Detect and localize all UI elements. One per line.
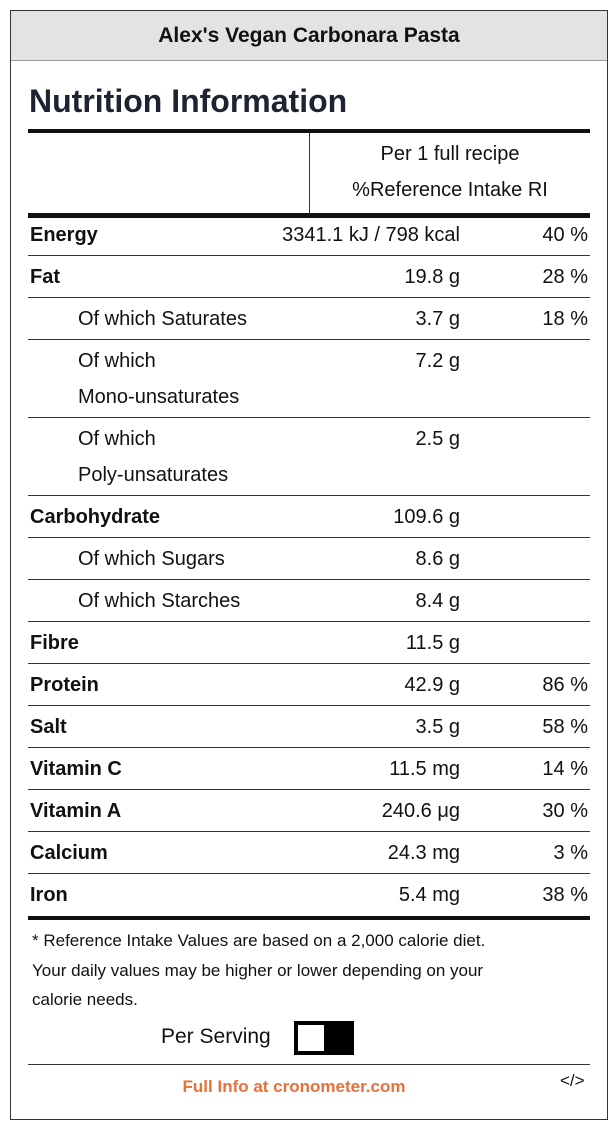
amount: 109.6 g xyxy=(393,506,460,528)
percent-ri: 18 % xyxy=(542,308,588,330)
nutrient-name: Fat xyxy=(30,266,60,288)
nutrient-row: Energy 3341.1 kJ / 798 kcal 40 % xyxy=(28,214,590,256)
divider xyxy=(309,133,310,213)
nutrient-name: Of which Sugars xyxy=(78,548,225,570)
nutrient-name: Of which xyxy=(78,428,156,450)
nutrient-row: Vitamin C 11.5 mg 14 % xyxy=(28,748,590,790)
toggle-switch[interactable] xyxy=(294,1021,354,1055)
nutrient-name: Of which xyxy=(78,350,156,372)
nutrient-name: Carbohydrate xyxy=(30,506,161,528)
nutrient-row: Protein 42.9 g 86 % xyxy=(28,664,590,706)
nutrient-name: Vitamin C xyxy=(30,758,122,780)
footnote-line: Your daily values may be higher or lower… xyxy=(32,960,484,980)
recipe-title: Alex's Vegan Carbonara Pasta xyxy=(11,11,607,61)
nutrient-row: Of which Mono-unsaturates 7.2 g xyxy=(28,340,590,418)
nutrient-name: Of which Starches xyxy=(78,590,241,612)
footnote: * Reference Intake Values are based on a… xyxy=(32,926,485,1015)
percent-ri: 28 % xyxy=(542,266,588,288)
amount: 7.2 g xyxy=(415,350,460,372)
toggle-label: Per Serving xyxy=(161,1025,271,1048)
nutrient-row: Of which Sugars 8.6 g xyxy=(28,538,590,580)
nutrient-table: Energy 3341.1 kJ / 798 kcal 40 % Fat 19.8 g 2… xyxy=(28,214,590,920)
amount: 24.3 mg xyxy=(387,842,460,864)
nutrient-row: Calcium 24.3 mg 3 % xyxy=(28,832,590,874)
cronometer-link[interactable]: Full Info at cronometer.com xyxy=(182,1077,406,1096)
nutrient-name: Salt xyxy=(30,716,67,738)
amount: 3.5 g xyxy=(415,716,460,738)
nutrient-name: Calcium xyxy=(30,842,108,864)
nutrient-name: Mono-unsaturates xyxy=(78,386,240,408)
nutrient-row: Iron 5.4 mg 38 % xyxy=(28,874,590,916)
amount: 240.6 μg xyxy=(381,800,460,822)
nutrient-row: Of which Starches 8.4 g xyxy=(28,580,590,622)
percent-ri: 40 % xyxy=(542,224,588,246)
amount: 42.9 g xyxy=(404,674,460,696)
label-box: Alex's Vegan Carbonara Pasta Nutrition I… xyxy=(10,10,608,1120)
nutrient-name: Vitamin A xyxy=(30,800,122,822)
amount: 5.4 mg xyxy=(398,884,460,906)
nutrient-row: Of which Saturates 3.7 g 18 % xyxy=(28,298,590,340)
nutrient-name: Protein xyxy=(30,674,99,696)
nutrient-name: Of which Saturates xyxy=(78,308,247,330)
percent-ri: 30 % xyxy=(542,800,588,822)
column-header: Per 1 full recipe %Reference Intake RI xyxy=(28,129,590,218)
nutrient-name: Fibre xyxy=(30,632,79,654)
footnote-line: calorie needs. xyxy=(32,990,138,1009)
percent-ri: 3 % xyxy=(553,842,588,864)
amount: 19.8 g xyxy=(404,266,460,288)
percent-ri: 58 % xyxy=(542,716,588,738)
toggle-knob xyxy=(298,1025,324,1051)
embed-button[interactable]: </> xyxy=(560,1071,585,1090)
amount: 2.5 g xyxy=(415,428,460,450)
percent-ri: 14 % xyxy=(542,758,588,780)
nutrient-row: Salt 3.5 g 58 % xyxy=(28,706,590,748)
amount: 11.5 g xyxy=(405,632,460,654)
nutrient-row: Of which Poly-unsaturates 2.5 g xyxy=(28,418,590,496)
nutrient-row: Carbohydrate 109.6 g xyxy=(28,496,590,538)
column-title: %Reference Intake RI xyxy=(352,179,548,201)
amount: 11.5 mg xyxy=(389,758,460,780)
footnote-line: * Reference Intake Values are based on a… xyxy=(32,931,486,950)
amount: 3.7 g xyxy=(415,308,460,330)
amount: 3341.1 kJ / 798 kcal xyxy=(282,224,460,246)
nutrient-name: Energy xyxy=(30,224,98,246)
percent-ri: 86 % xyxy=(542,674,588,696)
column-title: Per 1 full recipe xyxy=(380,143,520,165)
amount: 8.4 g xyxy=(415,590,460,612)
divider xyxy=(28,1064,590,1065)
amount: 8.6 g xyxy=(415,548,460,570)
nutrient-row: Fibre 11.5 g xyxy=(28,622,590,664)
nutrient-name: Poly-unsaturates xyxy=(78,464,229,486)
heading: Nutrition Information xyxy=(29,83,348,119)
percent-ri: 38 % xyxy=(542,884,588,906)
nutrient-row: Vitamin A 240.6 μg 30 % xyxy=(28,790,590,832)
nutrient-row: Fat 19.8 g 28 % xyxy=(28,256,590,298)
nutrient-name: Iron xyxy=(30,884,68,906)
